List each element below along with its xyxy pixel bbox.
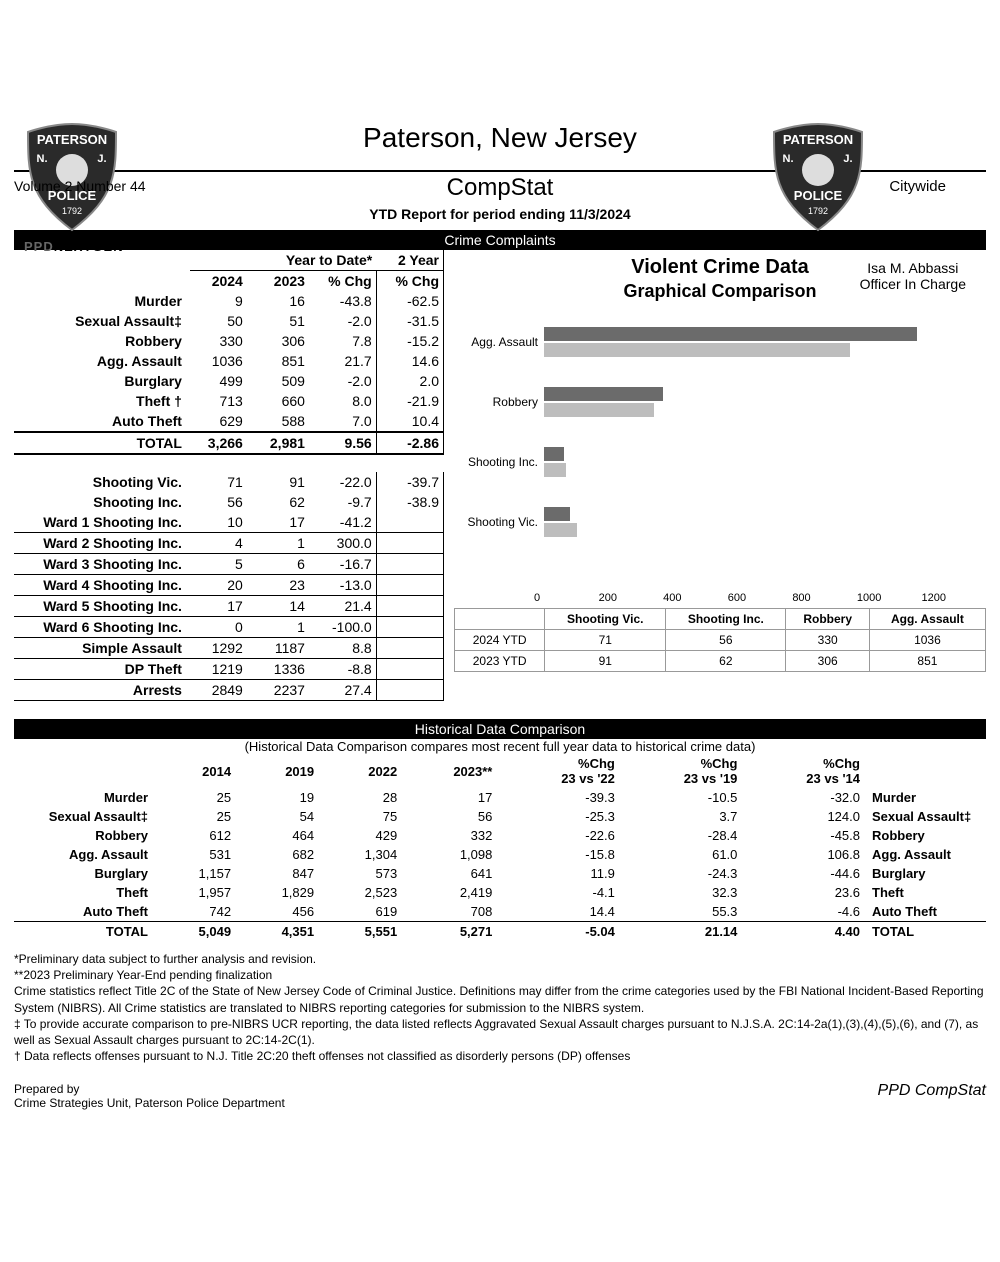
hist-total-row: TOTAL 5,0494,3515,5515,271 -5.0421.144.4… (14, 922, 986, 942)
table-row: Ward 1 Shooting Inc.1017-41.2 (14, 512, 444, 533)
table-row: Arrests2849223727.4 (14, 680, 444, 701)
table-row: Agg. Assault103685121.714.6 (14, 351, 444, 371)
table-row: Theft1,9571,8292,5232,419-4.132.323.6The… (14, 883, 986, 902)
table-row: DP Theft12191336-8.8 (14, 659, 444, 680)
table-row: Ward 5 Shooting Inc.171421.4 (14, 596, 444, 617)
table-row: Simple Assault129211878.8 (14, 638, 444, 659)
prepared-by: Prepared by Crime Strategies Unit, Pater… (14, 1082, 285, 1110)
two-year-header: 2 Year (376, 250, 443, 271)
table-row: Shooting Vic.7191-22.0-39.7 (14, 472, 444, 492)
table-row: Auto Theft74245661970814.455.3-4.6Auto T… (14, 902, 986, 922)
table-row: Sexual Assault‡25547556-25.33.7124.0Sexu… (14, 807, 986, 826)
table-row: Murder916-43.8-62.5 (14, 291, 444, 311)
chart-panel: Violent Crime Data Graphical Comparison … (444, 250, 986, 701)
table-row: Robbery612464429332-22.6-28.4-45.8Robber… (14, 826, 986, 845)
table-row: Sexual Assault‡5051-2.0-31.5 (14, 311, 444, 331)
compstat-title: CompStat (14, 174, 986, 202)
table-row: Ward 3 Shooting Inc.56-16.7 (14, 554, 444, 575)
ppdnextgen-label: PPDNEXTGEN (24, 239, 124, 254)
crime-complaints-table: Year to Date* 2 Year 2024 2023 % Chg % C… (14, 250, 444, 701)
table-row: Burglary499509-2.02.0 (14, 371, 444, 391)
table-row: Agg. Assault5316821,3041,098-15.861.0106… (14, 845, 986, 864)
officer-title: Officer In Charge (860, 276, 966, 292)
section-historical: Historical Data Comparison (14, 719, 986, 739)
ytd-header: Year to Date* (190, 250, 376, 271)
table-row: Ward 6 Shooting Inc.01-100.0 (14, 617, 444, 638)
chart-legend-table: Shooting Vic.Shooting Inc.RobberyAgg. As… (454, 608, 986, 672)
table-row: Auto Theft6295887.010.4 (14, 411, 444, 432)
officer-name: Isa M. Abbassi (860, 260, 966, 276)
historical-note: (Historical Data Comparison compares mos… (14, 739, 986, 754)
footer-brand: PPD CompStat (878, 1082, 986, 1110)
table-row: Ward 2 Shooting Inc.41300.0 (14, 533, 444, 554)
table-row: Shooting Inc.5662-9.7-38.9 (14, 492, 444, 512)
citywide-label: Citywide (889, 178, 946, 195)
table-row: Murder25192817-39.3-10.5-32.0Murder (14, 788, 986, 807)
footnotes: *Preliminary data subject to further ana… (14, 951, 986, 1064)
table-row: Burglary1,15784757364111.9-24.3-44.6Burg… (14, 864, 986, 883)
historical-table: 2014 2019 2022 2023** %Chg23 vs '22 %Chg… (14, 754, 986, 941)
header: PPDNEXTGEN Isa M. Abbassi Officer In Cha… (14, 122, 986, 222)
table-row: Robbery3303067.8-15.2 (14, 331, 444, 351)
officer-block: Isa M. Abbassi Officer In Charge (860, 260, 966, 292)
table-row: Ward 4 Shooting Inc.2023-13.0 (14, 575, 444, 596)
table-row: Theft †7136608.0-21.9 (14, 391, 444, 411)
table-total-row: TOTAL 3,266 2,981 9.56 -2.86 (14, 432, 444, 454)
report-period: YTD Report for period ending 11/3/2024 (14, 206, 986, 222)
